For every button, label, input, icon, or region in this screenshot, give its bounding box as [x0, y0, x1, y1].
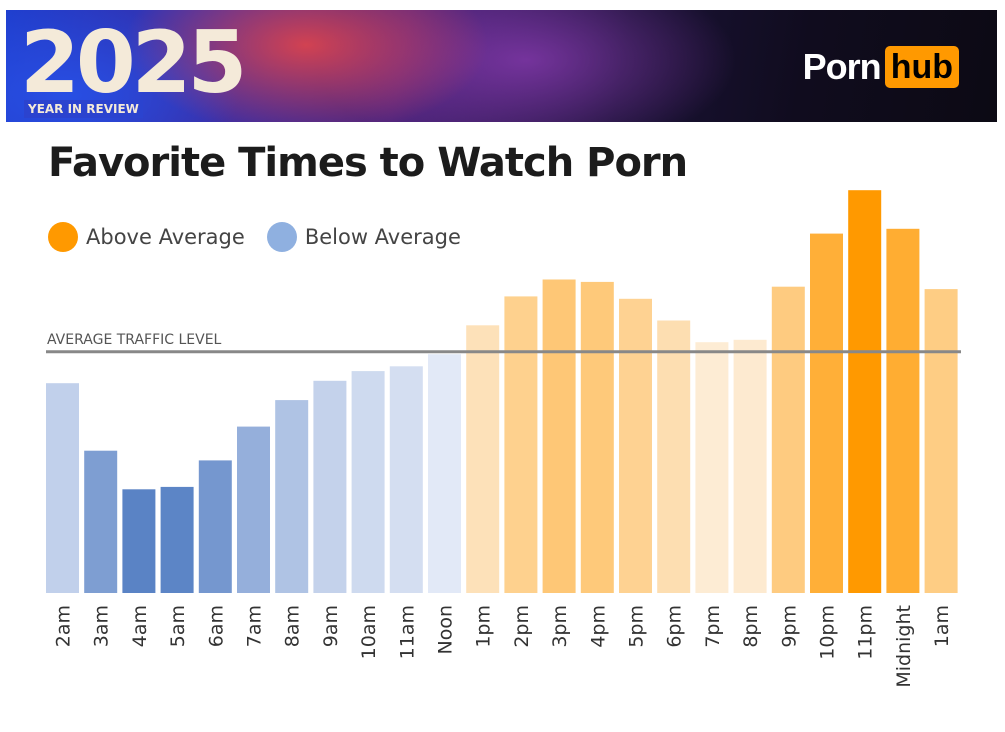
- year-in-review-badge: 2025 YEAR IN REVIEW: [20, 13, 280, 118]
- x-tick-label: Noon: [435, 605, 457, 655]
- x-tick-label: 2am: [53, 605, 75, 647]
- x-tick-label: 6am: [205, 605, 227, 647]
- x-tick-label: 6pm: [664, 605, 686, 648]
- header-banner: 2025 YEAR IN REVIEW Porn hub: [6, 10, 997, 122]
- x-tick-label: 7pm: [702, 605, 724, 648]
- bar-3pm: [542, 279, 576, 593]
- legend-label-below: Below Average: [304, 225, 461, 249]
- x-tick-label: 10pm: [817, 605, 839, 660]
- x-tick-label: 3am: [91, 605, 113, 647]
- x-tick-label: 2pm: [511, 605, 533, 648]
- bar-9pm: [771, 286, 805, 593]
- bar-6am: [198, 460, 232, 593]
- bar-midnight: [886, 228, 920, 594]
- x-tick-label: 1pm: [473, 605, 495, 648]
- average-traffic-label: AVERAGE TRAFFIC LEVEL: [47, 332, 222, 348]
- legend-swatch-below: [266, 222, 297, 252]
- bar-2am: [46, 383, 79, 593]
- bar-3am: [84, 450, 118, 593]
- bar-8pm: [733, 339, 767, 593]
- bar-4am: [122, 489, 156, 593]
- logo-text-right: hub: [884, 46, 959, 88]
- bar-10pm: [810, 233, 843, 593]
- x-tick-label: 1am: [931, 605, 953, 647]
- bar-11am: [389, 366, 423, 593]
- bar-11pm: [848, 190, 882, 593]
- x-tick-label: 11am: [396, 605, 418, 659]
- x-tick-label: 5pm: [626, 605, 648, 648]
- x-tick-label: 8am: [282, 605, 304, 647]
- legend-item-above: Above Average: [48, 222, 245, 252]
- bar-noon: [428, 354, 461, 593]
- x-tick-label: 4am: [129, 605, 151, 647]
- x-tick-label: 4pm: [587, 605, 609, 648]
- bars-group: [46, 190, 958, 594]
- chart-title: Favorite Times to Watch Porn: [48, 140, 688, 186]
- bar-7am: [237, 426, 270, 593]
- x-tick-label: 8pm: [740, 605, 762, 648]
- chart-legend: Above Average Below Average: [48, 222, 483, 252]
- bar-1am: [924, 289, 958, 593]
- x-tick-label: 7am: [244, 605, 266, 647]
- year-text: 2025: [20, 13, 247, 113]
- bar-4pm: [580, 281, 614, 593]
- bar-6pm: [657, 320, 691, 593]
- bar-10am: [351, 371, 385, 593]
- x-tick-label: 3pm: [549, 605, 571, 648]
- x-tick-label: 11pm: [855, 605, 877, 660]
- x-tick-label: Midnight: [893, 605, 915, 688]
- year-in-review-label: YEAR IN REVIEW: [24, 100, 143, 118]
- x-tick-label: 9am: [320, 605, 342, 647]
- logo-text-left: Porn: [802, 46, 882, 87]
- bar-8am: [275, 400, 309, 593]
- x-tick-label: 10am: [358, 605, 380, 659]
- bar-5pm: [619, 298, 652, 593]
- x-tick-label: 5am: [167, 605, 189, 647]
- legend-label-above: Above Average: [86, 225, 245, 249]
- bar-7pm: [695, 342, 729, 593]
- x-axis-labels: 2am 3am 4am 5am 6am 7am 8am 9am 10am 11am Noon 1pm 2…: [53, 605, 954, 688]
- x-tick-label: 9pm: [778, 605, 800, 648]
- bar-1pm: [466, 325, 500, 593]
- legend-item-below: Below Average: [266, 222, 461, 252]
- bar-9am: [313, 380, 347, 593]
- legend-swatch-above: [48, 222, 78, 252]
- bar-5am: [160, 486, 194, 593]
- site-logo[interactable]: Porn hub: [803, 44, 959, 90]
- bar-2pm: [504, 296, 538, 593]
